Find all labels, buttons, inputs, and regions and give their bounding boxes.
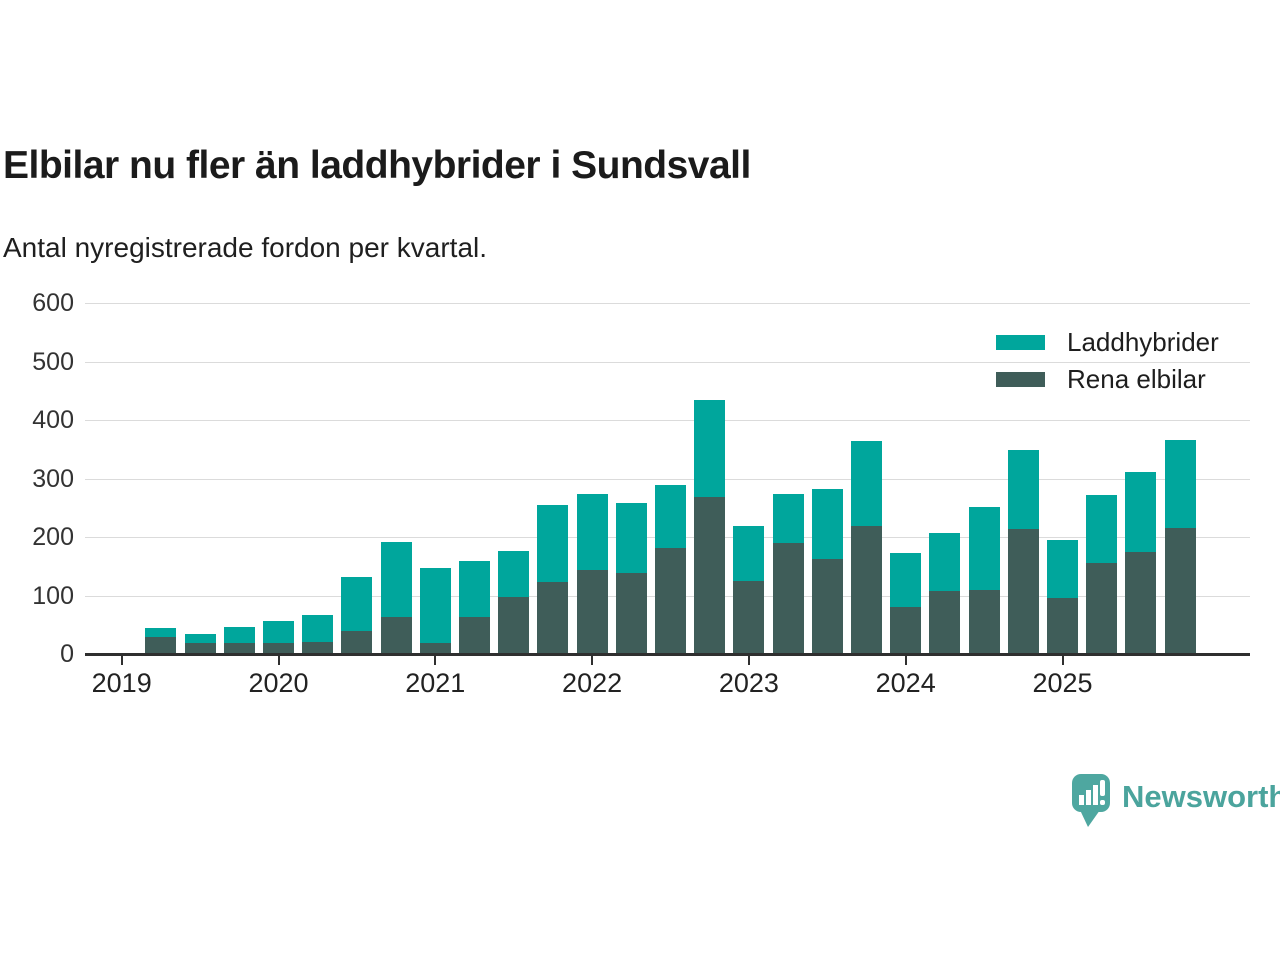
bar-2021Q1-rena-elbilar [419,642,451,654]
x-tick-2019 [120,655,123,665]
gridline-300 [85,478,1250,480]
bar-2025Q1-rena-elbilar [1047,598,1078,654]
bar-2022Q4-rena-elbilar [694,496,726,654]
bar-2019Q4-laddhybrider [223,627,255,644]
x-tick-2022 [591,655,594,665]
bar-2019Q2-rena-elbilar [145,637,177,654]
x-tick-label-2021: 2021 [405,668,466,698]
bar-2024Q2-rena-elbilar [929,591,961,654]
gridline-400 [85,420,1250,421]
x-tick-2024 [904,655,907,665]
legend-item-rena-elbilar: Rena elbilar [996,361,1219,398]
bar-2020Q4-laddhybrider [380,542,412,617]
bar-2025Q3-laddhybrider [1125,472,1157,552]
bar-2022Q3-laddhybrider [655,484,686,548]
x-tick-label-2024: 2024 [875,668,936,698]
bar-2021Q2-rena-elbilar [459,616,490,654]
legend-label-rena-elbilar: Rena elbilar [1067,364,1206,394]
y-tick-label-100: 100 [32,581,74,610]
x-tick-2021 [434,655,437,665]
bar-2023Q4-rena-elbilar [851,525,882,654]
x-tick-label-2022: 2022 [562,668,623,698]
legend-swatch-rena-elbilar [996,372,1045,387]
chart-legend: Laddhybrider Rena elbilar [996,324,1219,398]
legend-item-laddhybrider: Laddhybrider [996,324,1219,361]
newsworthy-logo-text: Newsworthy [1122,779,1280,814]
bar-2025Q4-rena-elbilar [1164,528,1196,654]
bar-2025Q2-rena-elbilar [1086,563,1118,654]
bar-2020Q1-rena-elbilar [263,642,294,654]
x-tick-label-2020: 2020 [248,668,309,698]
bar-2023Q3-laddhybrider [811,489,843,560]
bar-2021Q1-laddhybrider [419,568,451,643]
bar-2019Q4-rena-elbilar [223,643,255,654]
x-tick-label-2019: 2019 [91,668,152,698]
bar-2021Q3-laddhybrider [498,551,530,598]
bar-2021Q3-rena-elbilar [498,597,530,654]
y-tick-label-200: 200 [32,523,74,551]
bar-2023Q1-rena-elbilar [733,581,765,654]
x-tick-2023 [747,655,750,665]
bar-2020Q4-rena-elbilar [380,616,412,654]
x-axis-line [85,653,1250,656]
x-tick-label-2023: 2023 [718,668,779,698]
bar-2024Q1-laddhybrider [890,552,922,608]
bar-2024Q1-rena-elbilar [890,607,922,654]
bar-2024Q4-rena-elbilar [1007,528,1039,654]
bar-2021Q2-laddhybrider [459,560,490,617]
bar-2025Q2-laddhybrider [1086,494,1118,564]
bar-2020Q3-rena-elbilar [341,631,373,654]
legend-label-laddhybrider: Laddhybrider [1067,327,1219,357]
x-tick-2025 [1061,655,1064,665]
y-tick-label-500: 500 [32,347,74,376]
x-tick-2020 [277,655,280,665]
bar-2025Q1-laddhybrider [1047,539,1078,599]
y-tick-label-400: 400 [32,406,74,434]
bar-2025Q3-rena-elbilar [1125,551,1157,654]
gridline-500 [85,361,1250,363]
bar-2022Q3-rena-elbilar [655,547,686,654]
bar-2019Q2-laddhybrider [145,627,177,638]
bar-2021Q4-rena-elbilar [537,582,569,654]
bar-2022Q1-laddhybrider [576,493,608,571]
chart-subtitle: Antal nyregistrerade fordon per kvartal. [3,232,488,263]
bar-2022Q2-rena-elbilar [615,573,647,654]
bar-2024Q2-laddhybrider [929,532,961,592]
bar-2023Q3-rena-elbilar [811,559,843,654]
bar-2020Q3-laddhybrider [341,576,373,632]
bar-2023Q1-laddhybrider [733,525,765,582]
gridline-600 [85,303,1250,304]
newsworthy-branding: Newsworthy [1070,772,1280,830]
newsworthy-logo-icon [1072,774,1110,827]
chart-title: Elbilar nu fler än laddhybrider i Sundsv… [3,144,751,187]
legend-swatch-laddhybrider [996,335,1045,350]
bar-2022Q1-rena-elbilar [576,570,608,654]
bar-2024Q4-laddhybrider [1007,449,1039,529]
bar-2023Q4-laddhybrider [851,441,882,526]
bar-2024Q3-laddhybrider [968,507,1000,591]
bar-2021Q4-laddhybrider [537,504,569,583]
bar-2020Q2-rena-elbilar [302,641,334,654]
bar-2019Q3-laddhybrider [184,634,216,643]
y-tick-label-300: 300 [32,464,74,493]
bar-2022Q2-laddhybrider [615,503,647,574]
bar-2025Q4-laddhybrider [1164,439,1196,529]
bar-2023Q2-laddhybrider [772,494,804,543]
y-tick-label-0: 0 [60,640,74,668]
bar-2020Q1-laddhybrider [263,621,294,643]
bar-2022Q4-laddhybrider [694,399,726,497]
bar-2020Q2-laddhybrider [302,614,334,642]
bar-2019Q3-rena-elbilar [184,642,216,654]
bar-2024Q3-rena-elbilar [968,590,1000,654]
x-tick-label-2025: 2025 [1032,668,1093,698]
bar-2023Q2-rena-elbilar [772,542,804,654]
y-tick-label-600: 600 [32,289,74,317]
